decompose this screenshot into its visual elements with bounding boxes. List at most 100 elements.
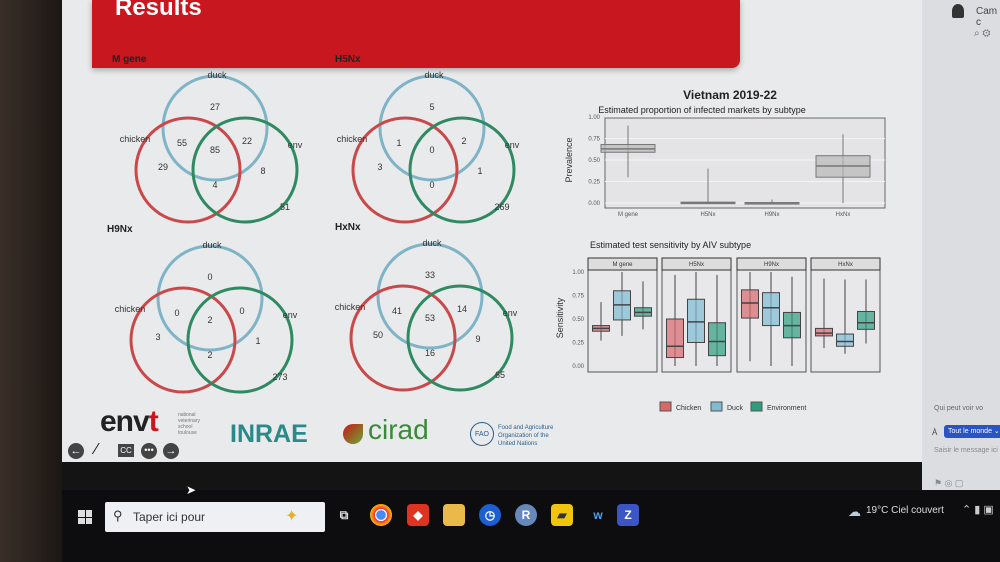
box	[762, 292, 780, 327]
visibility-label: Qui peut voir vo	[934, 405, 984, 412]
venn-count-chicken-only: 50	[373, 330, 383, 340]
duck-label: duck	[202, 240, 222, 250]
env-label: env	[503, 308, 518, 318]
system-tray-icons[interactable]: ⌃ ▮ ▣	[962, 504, 994, 516]
env-circle	[186, 286, 294, 394]
venn-count-none: 51	[280, 202, 290, 212]
taskbar-search-input[interactable]: ⚲ Taper ici pour ✦	[105, 502, 325, 532]
legend-swatch-chicken	[659, 401, 672, 412]
y-tick-label: 0.75	[588, 137, 600, 143]
legend-label: Environment	[767, 405, 806, 412]
app-z-icon[interactable]: Z	[617, 504, 639, 526]
venn-count-duck-env: 0	[239, 306, 244, 316]
windows-start-button[interactable]	[78, 510, 92, 524]
env-circle	[191, 116, 299, 224]
venn-count-chicken-only: 3	[155, 332, 160, 342]
weather-cloud-icon: ☁	[848, 504, 861, 519]
venn-title: HxNx	[335, 222, 361, 233]
chicken-circle	[349, 284, 457, 392]
y-axis-label: Sensitivity	[555, 297, 565, 338]
prevalence-chart: Vietnam 2019-22 Estimated proportion of i…	[564, 88, 886, 218]
y-tick-label: 0.25	[572, 341, 584, 347]
facet-label: HxNx	[838, 262, 853, 268]
facet-m-gene: M gene	[587, 257, 658, 373]
venn-count-chicken-only: 3	[377, 162, 382, 172]
box-environment	[634, 281, 652, 330]
box	[741, 289, 759, 319]
facet-h5nx: H5Nx	[661, 257, 732, 373]
y-tick-label: 1.00	[572, 270, 584, 276]
chrome-icon[interactable]	[370, 504, 392, 526]
duck-circle	[376, 242, 484, 350]
chicken-label: chicken	[120, 134, 151, 144]
venn-count-env-only: 8	[260, 166, 265, 176]
venn-count-duck-only: 27	[210, 102, 220, 112]
sticky-notes-icon[interactable]: ▰	[551, 504, 573, 526]
file-explorer-icon[interactable]	[443, 504, 465, 526]
legend-label: Duck	[727, 405, 743, 412]
more-options-button[interactable]: •••	[141, 443, 157, 459]
captions-button[interactable]: CC	[118, 444, 134, 457]
venn-diagram-h9nx: H9Nx duck chicken env 0 3 1 0 0 2 2 273	[107, 224, 298, 394]
previous-slide-button[interactable]: ←	[68, 443, 84, 459]
venn-diagram-h5nx: H5Nx duck chicken env 5 3 1 1 2 0 0 269	[335, 54, 520, 224]
x-tick-label: H5Nx	[700, 212, 715, 218]
env-circle	[408, 116, 516, 224]
y-tick-label: 1.00	[588, 115, 600, 121]
app-red-icon[interactable]: ◆	[407, 504, 429, 526]
chat-toolbar-icons[interactable]: ⚑ ◎ ▢	[934, 478, 964, 488]
venn-count-none: 65	[495, 370, 505, 380]
y-tick-label: 0.00	[588, 201, 600, 207]
venn-count-chicken-duck: 55	[177, 138, 187, 148]
env-circle	[406, 284, 514, 392]
box	[815, 327, 833, 337]
fao-emblem-icon: FAO	[470, 422, 494, 446]
facet-strip	[587, 257, 658, 271]
chart-subtitle: Estimated proportion of infected markets…	[598, 105, 806, 115]
audience-dropdown[interactable]: Tout le monde ⌄	[944, 425, 1000, 438]
box-duck	[613, 272, 631, 336]
legend-swatch-duck	[710, 401, 723, 412]
venn-count-duck-only: 5	[429, 102, 434, 112]
facet-hxnx: HxNx	[810, 257, 881, 373]
box-environment	[708, 274, 726, 366]
box	[836, 333, 854, 347]
facet-strip	[736, 257, 807, 271]
venn-title: H9Nx	[107, 224, 133, 235]
y-tick-label: 0.25	[588, 180, 600, 186]
duck-label: duck	[207, 70, 227, 80]
venn-title: H5Nx	[335, 54, 361, 65]
chat-action-icons[interactable]: ⌕ ⚙	[974, 28, 991, 39]
task-view-icon[interactable]: ⧉	[339, 507, 349, 522]
box	[708, 322, 726, 357]
duck-circle	[378, 74, 486, 182]
pointer-tool-icon[interactable]: ⁄	[95, 441, 98, 458]
weather-status[interactable]: 19°C Ciel couvert	[866, 505, 944, 516]
env-label: env	[505, 140, 520, 150]
to-label: À	[932, 428, 938, 437]
next-slide-button[interactable]: →	[163, 443, 179, 459]
duck-circle	[161, 74, 269, 182]
venn-count-chicken-env: 0	[429, 180, 434, 190]
venn-count-env-only: 1	[477, 166, 482, 176]
search-icon: ⚲	[113, 508, 123, 523]
sensitivity-chart: Estimated test sensitivity by AIV subtyp…	[555, 240, 881, 412]
venn-count-env-only: 1	[255, 336, 260, 346]
chicken-label: chicken	[115, 304, 146, 314]
x-tick-label: HxNx	[836, 212, 851, 218]
box-chicken	[666, 274, 684, 366]
legend-label: Chicken	[676, 405, 701, 412]
chart-title: Estimated test sensitivity by AIV subtyp…	[590, 240, 751, 250]
app-clock-icon[interactable]: ◷	[479, 504, 501, 526]
message-input[interactable]: Saisir le message ici	[934, 447, 998, 454]
audience-value: Tout le monde	[948, 428, 992, 435]
x-tick-label: M gene	[618, 212, 639, 218]
duck-label: duck	[422, 238, 442, 248]
facet-label: H5Nx	[689, 262, 704, 268]
venn-count-none: 269	[494, 202, 509, 212]
venn-count-duck-only: 33	[425, 270, 435, 280]
user-avatar	[952, 4, 964, 18]
app-r-icon[interactable]: R	[515, 504, 537, 526]
app-w-icon[interactable]: w	[593, 508, 603, 522]
box-chicken	[815, 278, 833, 349]
